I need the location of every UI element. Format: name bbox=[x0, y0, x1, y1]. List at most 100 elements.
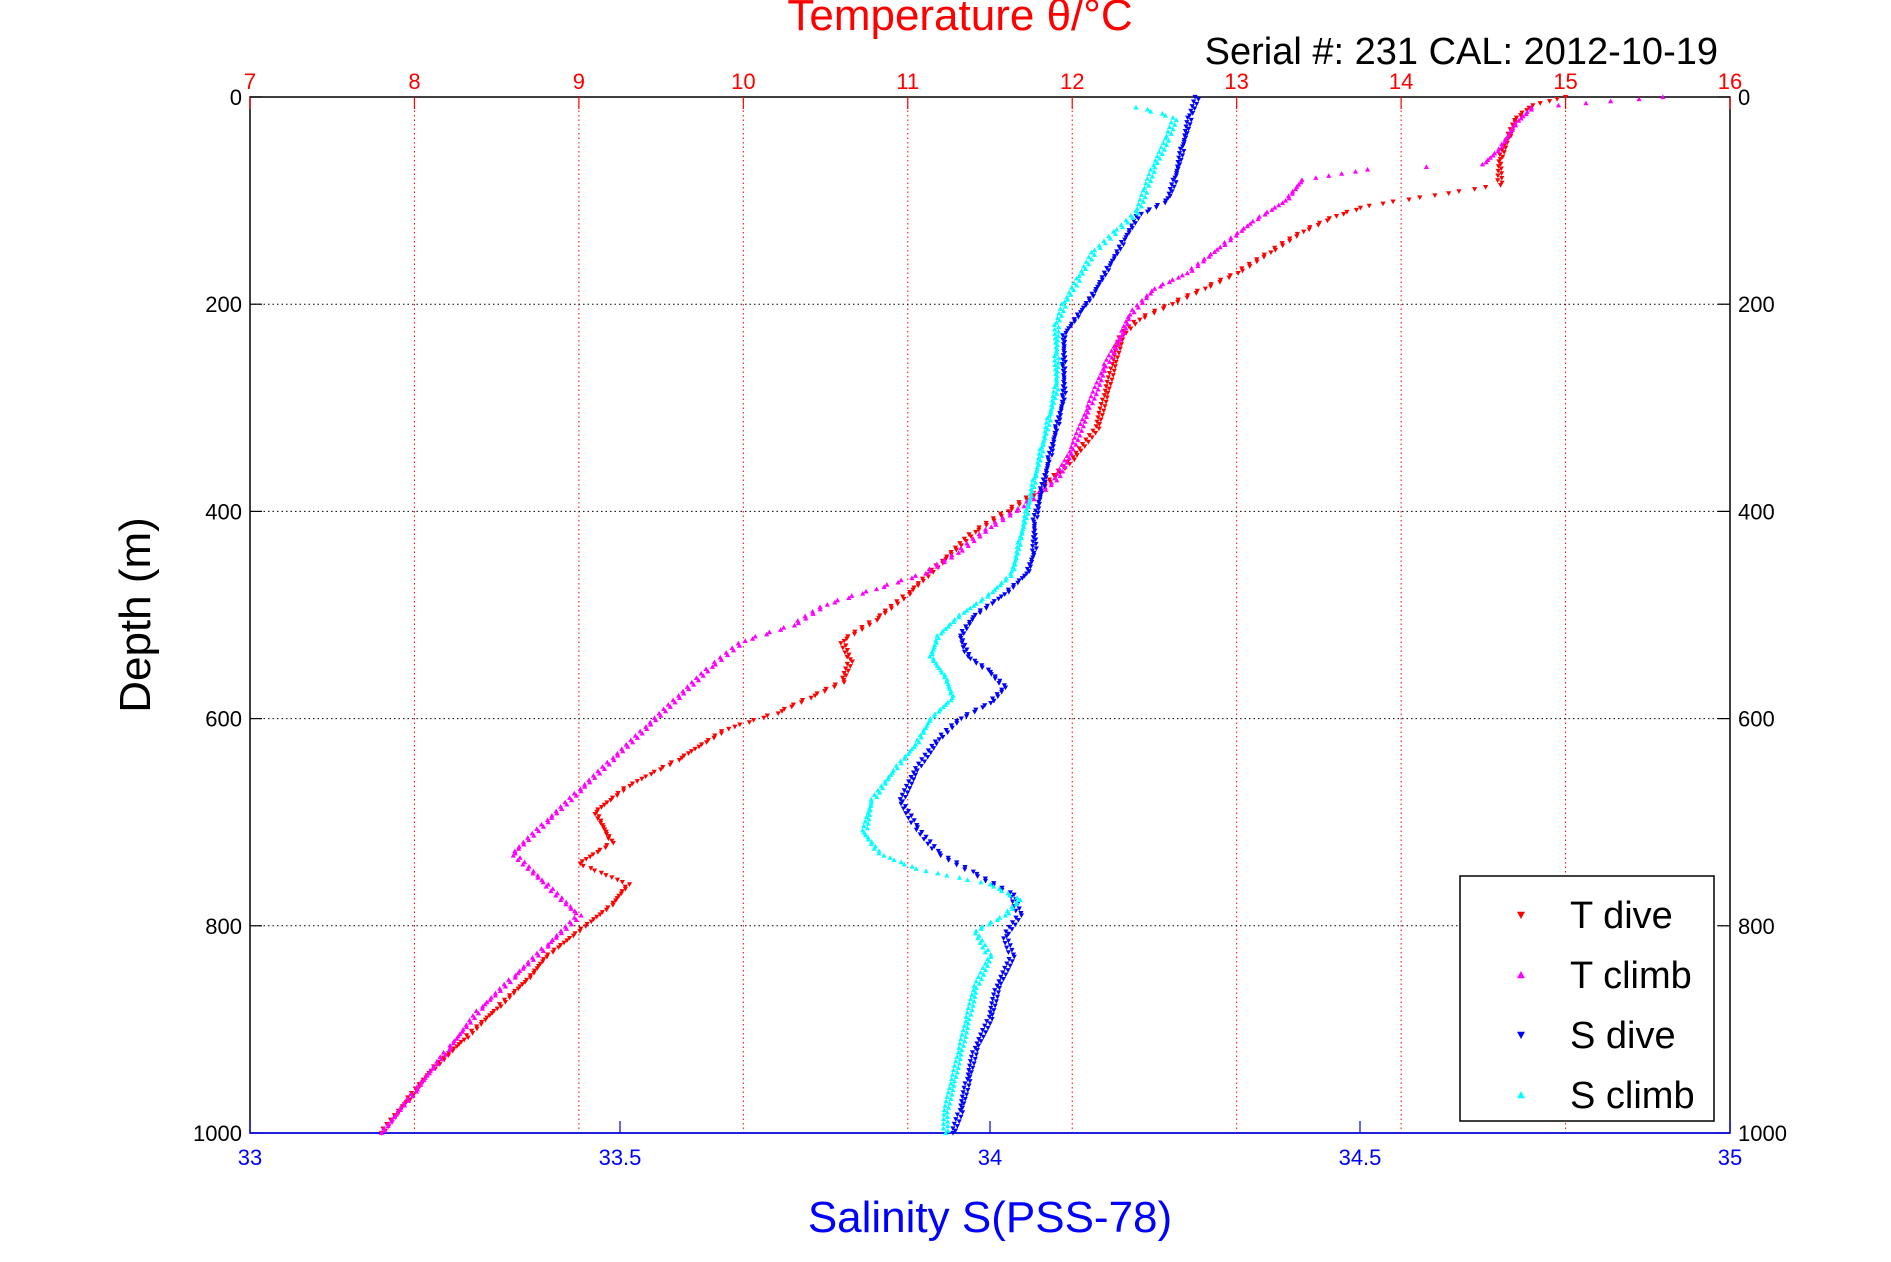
data-point-s-dive bbox=[1062, 359, 1068, 365]
data-point-s-dive bbox=[1107, 263, 1113, 269]
data-point-t-climb bbox=[1083, 414, 1090, 420]
data-point-t-dive bbox=[685, 751, 692, 756]
data-point-s-dive bbox=[960, 645, 966, 650]
data-point-t-climb bbox=[672, 699, 678, 705]
data-point-t-dive bbox=[588, 866, 594, 871]
data-point-s-climb bbox=[1011, 559, 1018, 565]
data-point-t-climb bbox=[1111, 350, 1117, 356]
data-point-s-climb bbox=[1071, 280, 1077, 286]
data-point-t-dive bbox=[610, 840, 616, 846]
data-point-t-dive bbox=[1498, 161, 1504, 167]
data-point-s-climb bbox=[966, 1016, 972, 1022]
data-point-s-dive bbox=[972, 709, 978, 715]
data-point-t-dive bbox=[1085, 439, 1092, 445]
data-point-s-climb bbox=[957, 1056, 963, 1062]
data-point-s-dive bbox=[1078, 310, 1084, 315]
legend-marker bbox=[1517, 911, 1525, 919]
data-point-s-climb bbox=[881, 852, 887, 858]
data-point-t-climb bbox=[1523, 111, 1529, 117]
data-point-t-climb bbox=[941, 559, 948, 565]
data-point-t-climb bbox=[497, 988, 504, 993]
data-point-t-climb bbox=[401, 1100, 407, 1106]
data-point-t-climb bbox=[1086, 398, 1092, 403]
data-point-t-dive bbox=[614, 793, 620, 798]
data-point-t-climb bbox=[1214, 246, 1220, 252]
data-point-s-dive bbox=[1114, 251, 1120, 257]
data-point-t-dive bbox=[1096, 426, 1102, 432]
data-point-t-climb bbox=[487, 997, 493, 1002]
data-point-t-dive bbox=[564, 938, 570, 943]
data-point-s-climb bbox=[927, 716, 933, 721]
data-point-s-climb bbox=[1022, 508, 1028, 514]
data-point-t-dive bbox=[527, 975, 533, 981]
data-point-t-climb bbox=[1057, 473, 1063, 478]
data-point-t-climb bbox=[535, 875, 541, 880]
data-point-s-dive bbox=[966, 1083, 972, 1089]
data-point-s-dive bbox=[918, 763, 924, 769]
data-point-t-climb bbox=[1068, 451, 1074, 456]
data-point-s-climb bbox=[944, 676, 950, 682]
data-point-s-dive bbox=[958, 716, 964, 722]
data-point-s-climb bbox=[1057, 306, 1063, 311]
data-point-t-dive bbox=[584, 921, 590, 927]
data-point-s-dive bbox=[1057, 417, 1063, 423]
data-point-s-dive bbox=[965, 1088, 971, 1093]
data-point-t-climb bbox=[965, 543, 971, 548]
data-point-s-dive bbox=[1035, 510, 1041, 516]
data-point-s-climb bbox=[1058, 313, 1065, 318]
data-point-s-dive bbox=[901, 788, 907, 793]
data-point-s-dive bbox=[1138, 211, 1144, 217]
data-point-s-climb bbox=[964, 1009, 970, 1015]
data-point-t-climb bbox=[512, 972, 519, 978]
data-point-t-dive bbox=[900, 594, 906, 600]
data-point-t-climb bbox=[1126, 316, 1132, 322]
data-point-s-climb bbox=[1050, 393, 1056, 399]
data-point-t-dive bbox=[487, 1013, 493, 1018]
data-point-t-dive bbox=[1105, 390, 1111, 396]
data-point-t-climb bbox=[568, 921, 575, 927]
data-point-s-climb bbox=[980, 965, 986, 971]
data-point-s-dive bbox=[1169, 189, 1175, 194]
data-point-s-climb bbox=[1091, 252, 1098, 257]
data-point-t-dive bbox=[1519, 110, 1525, 116]
data-point-t-climb bbox=[563, 901, 569, 907]
data-point-s-climb bbox=[1055, 360, 1061, 365]
data-point-t-climb bbox=[391, 1114, 398, 1119]
data-point-s-climb bbox=[951, 1078, 958, 1084]
data-point-t-climb bbox=[405, 1098, 412, 1103]
data-point-t-dive bbox=[1095, 415, 1101, 421]
data-point-s-climb bbox=[1055, 337, 1061, 343]
data-point-s-dive bbox=[1004, 961, 1010, 967]
data-point-t-dive bbox=[1106, 386, 1112, 392]
data-point-s-climb bbox=[1048, 406, 1054, 412]
data-point-t-dive bbox=[1208, 284, 1214, 290]
data-point-t-climb bbox=[563, 926, 570, 931]
data-point-t-dive bbox=[1118, 342, 1124, 347]
data-point-t-climb bbox=[540, 879, 546, 885]
data-point-t-climb bbox=[742, 638, 748, 643]
data-point-s-dive bbox=[1105, 268, 1112, 273]
data-point-t-dive bbox=[779, 709, 785, 714]
data-point-s-dive bbox=[970, 869, 976, 875]
data-point-s-climb bbox=[861, 823, 867, 828]
data-point-t-dive bbox=[1113, 359, 1119, 365]
data-point-t-dive bbox=[1456, 189, 1462, 194]
data-point-s-climb bbox=[936, 709, 942, 714]
data-point-s-climb bbox=[1017, 897, 1023, 902]
data-point-t-climb bbox=[1233, 232, 1239, 238]
data-point-s-dive bbox=[993, 999, 999, 1004]
data-point-t-climb bbox=[766, 629, 773, 635]
data-point-t-climb bbox=[1000, 515, 1006, 520]
data-point-s-dive bbox=[1006, 924, 1012, 930]
data-point-t-dive bbox=[1333, 214, 1340, 219]
data-point-s-dive bbox=[1042, 484, 1048, 489]
data-point-t-climb bbox=[1073, 430, 1080, 436]
data-point-t-dive bbox=[1009, 507, 1015, 512]
data-point-s-climb bbox=[1046, 422, 1052, 427]
data-point-s-climb bbox=[1166, 138, 1172, 143]
data-point-t-climb bbox=[571, 790, 577, 796]
data-point-s-dive bbox=[1087, 298, 1093, 304]
data-point-s-climb bbox=[940, 1121, 947, 1126]
data-point-s-climb bbox=[1032, 479, 1039, 485]
data-point-t-dive bbox=[1099, 397, 1106, 403]
